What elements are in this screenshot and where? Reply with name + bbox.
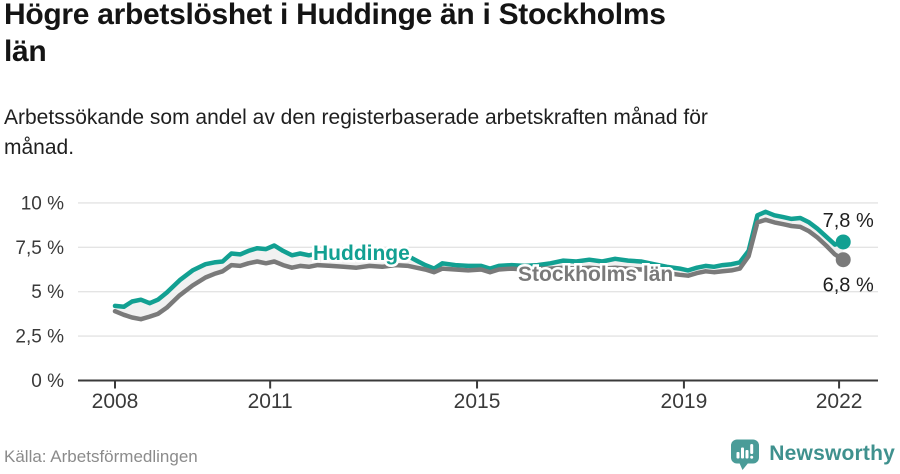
subtitle-line-1: Arbetssökande som andel av den registerb… [4, 106, 708, 129]
subtitle-line-2: månad. [4, 136, 75, 159]
newsworthy-icon [731, 439, 760, 470]
newsworthy-wordmark: Newsworthy [769, 442, 895, 465]
y-axis-label-2.5: 2,5 % [15, 327, 64, 348]
series-label-stockholms-lan: Stockholms län [518, 263, 673, 286]
end-value-label-huddinge: 7,8 % [823, 210, 874, 232]
title-line-2: län [4, 35, 47, 68]
end-dot-stockholms-lan [835, 252, 851, 268]
y-axis-label-0: 0 % [31, 371, 64, 392]
newsworthy-logo: Newsworthy [730, 438, 895, 470]
end-dot-huddinge [835, 234, 851, 250]
series-line-huddinge [112, 209, 846, 310]
y-axis-label-7.5: 7,5 % [15, 238, 64, 259]
series-label-huddinge: Huddinge [313, 242, 410, 265]
x-axis-label-2019: 2019 [661, 390, 708, 413]
y-axis-label-10: 10 % [21, 193, 64, 214]
y-axis-label-5: 5 % [31, 282, 64, 303]
series-line-stockholms-lan [112, 217, 846, 322]
title-line-1: Högre arbetslöshet i Huddinge än i Stock… [4, 0, 666, 31]
x-axis-label-2008: 2008 [92, 390, 139, 413]
x-axis-label-2022: 2022 [816, 390, 863, 413]
x-axis-label-2015: 2015 [454, 390, 501, 413]
end-value-label-stockholms-lan: 6,8 % [823, 275, 874, 297]
source-caption: Källa: Arbetsförmedlingen [4, 447, 198, 466]
chart-subtitle: Arbetssökande som andel av den registerb… [4, 103, 708, 163]
page-title: Högre arbetslöshet i Huddinge än i Stock… [4, 0, 666, 70]
x-axis-label-2011: 2011 [248, 390, 293, 413]
